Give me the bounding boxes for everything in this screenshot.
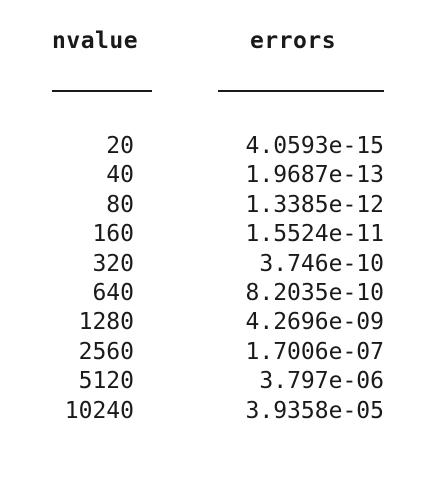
errors-cell: 3.746e-10 [259, 250, 384, 277]
errors-cell: 1.9687e-13 [245, 162, 384, 189]
errors-cell: 1.5524e-11 [245, 221, 384, 248]
nvalue-cell: 80 [106, 191, 134, 218]
nvalue-cell: 2560 [78, 338, 134, 365]
header-underline-errors [218, 90, 384, 92]
table-row: 640 8.2035e-10 [0, 279, 434, 308]
table-row: 20 4.0593e-15 [0, 132, 434, 161]
table-row: 320 3.746e-10 [0, 250, 434, 279]
header-underline-nvalue [52, 90, 152, 92]
errors-cell: 4.0593e-15 [245, 133, 384, 159]
nvalue-cell: 10240 [64, 397, 134, 424]
nvalue-cell: 40 [106, 162, 134, 189]
errors-cell: 1.7006e-07 [245, 338, 384, 365]
errors-cell: 4.2696e-09 [245, 309, 384, 336]
nvalue-cell: 20 [106, 133, 134, 159]
table-row: 40 1.9687e-13 [0, 161, 434, 190]
nvalue-cell: 5120 [78, 368, 134, 395]
table-row: 2560 1.7006e-07 [0, 338, 434, 367]
table-row: 80 1.3385e-12 [0, 191, 434, 220]
errors-cell: 3.9358e-05 [245, 397, 384, 424]
errors-cell: 8.2035e-10 [245, 279, 384, 306]
table-row: 160 1.5524e-11 [0, 220, 434, 249]
column-header-errors: errors [250, 28, 337, 54]
nvalue-cell: 1280 [78, 309, 134, 336]
column-header-nvalue: nvalue [52, 28, 139, 54]
table-row: 5120 3.797e-06 [0, 367, 434, 396]
errors-cell: 3.797e-06 [259, 368, 384, 395]
nvalue-cell: 320 [92, 250, 134, 277]
table-body: 20 4.0593e-15 40 1.9687e-13 80 1.3385e-1… [0, 132, 434, 426]
table-row: 10240 3.9358e-05 [0, 397, 434, 426]
nvalue-cell: 640 [92, 279, 134, 306]
nvalue-cell: 160 [92, 221, 134, 248]
errors-cell: 1.3385e-12 [245, 191, 384, 218]
table-row: 1280 4.2696e-09 [0, 308, 434, 337]
